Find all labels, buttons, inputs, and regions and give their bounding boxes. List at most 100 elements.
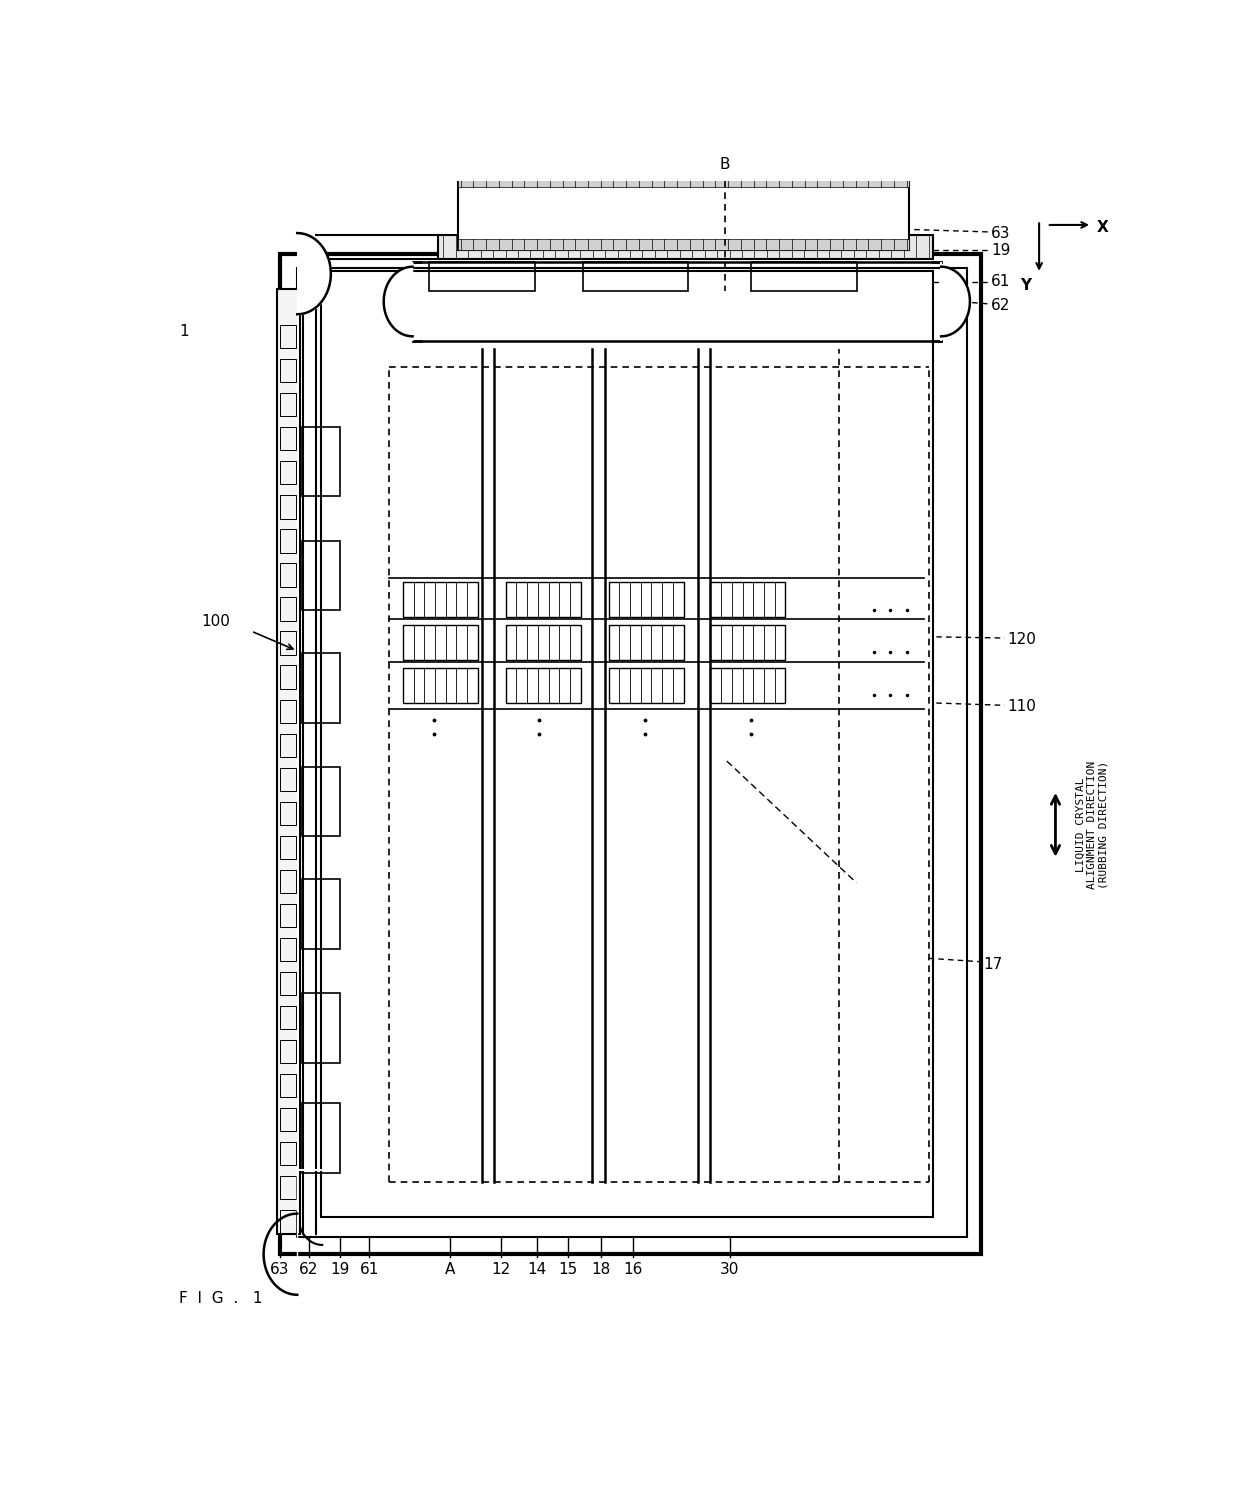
Bar	[280, 1175, 296, 1200]
Polygon shape	[753, 668, 764, 702]
Polygon shape	[570, 668, 580, 702]
Text: LIQUID CRYSTAL
ALIGNMENT DIRECTION
(RUBBING DIRECTION): LIQUID CRYSTAL ALIGNMENT DIRECTION (RUBB…	[1075, 761, 1109, 889]
Bar	[280, 666, 296, 689]
Polygon shape	[445, 582, 456, 618]
Polygon shape	[711, 625, 722, 660]
Polygon shape	[775, 668, 785, 702]
Text: B: B	[719, 157, 730, 172]
Bar	[280, 767, 296, 791]
Bar	[280, 1040, 296, 1062]
Bar	[280, 631, 296, 654]
Polygon shape	[445, 668, 456, 702]
Polygon shape	[651, 582, 662, 618]
Polygon shape	[424, 582, 435, 618]
Bar	[711, 668, 785, 702]
Polygon shape	[753, 625, 764, 660]
Polygon shape	[424, 668, 435, 702]
Bar	[303, 653, 341, 723]
Polygon shape	[467, 668, 477, 702]
Polygon shape	[445, 625, 456, 660]
Bar	[280, 1210, 296, 1233]
Polygon shape	[548, 625, 559, 660]
Bar	[280, 904, 296, 927]
Text: 17: 17	[983, 957, 1003, 972]
Polygon shape	[673, 668, 683, 702]
Polygon shape	[711, 668, 722, 702]
Bar	[506, 582, 580, 618]
Polygon shape	[403, 582, 414, 618]
Bar	[280, 564, 296, 586]
Bar	[711, 582, 785, 618]
Text: A: A	[445, 1261, 455, 1276]
Bar	[609, 582, 683, 618]
Bar	[298, 268, 967, 1237]
Polygon shape	[527, 625, 538, 660]
Bar	[280, 1074, 296, 1097]
Bar	[280, 836, 296, 859]
Text: 18: 18	[591, 1261, 610, 1276]
Text: 61: 61	[360, 1261, 379, 1276]
Polygon shape	[630, 625, 641, 660]
Bar	[321, 271, 934, 1218]
Bar	[280, 255, 982, 1254]
Polygon shape	[753, 582, 764, 618]
Polygon shape	[673, 582, 683, 618]
Bar	[277, 289, 300, 1234]
Bar	[280, 529, 296, 553]
Bar	[609, 625, 683, 660]
Polygon shape	[609, 668, 619, 702]
Polygon shape	[609, 582, 619, 618]
Bar	[403, 668, 477, 702]
Bar	[458, 175, 909, 187]
Bar	[403, 625, 477, 660]
Polygon shape	[467, 582, 477, 618]
Bar	[280, 802, 296, 824]
Bar	[506, 668, 580, 702]
Bar	[711, 625, 785, 660]
Bar	[303, 880, 341, 949]
Polygon shape	[673, 625, 683, 660]
Polygon shape	[941, 262, 970, 341]
Text: 30: 30	[720, 1261, 739, 1276]
Text: 19: 19	[331, 1261, 350, 1276]
Bar	[609, 668, 683, 702]
Text: 110: 110	[1007, 699, 1037, 714]
Polygon shape	[651, 668, 662, 702]
Polygon shape	[732, 668, 743, 702]
Polygon shape	[467, 625, 477, 660]
Polygon shape	[651, 625, 662, 660]
Bar	[506, 625, 580, 660]
Bar	[751, 262, 857, 291]
Bar	[403, 582, 477, 618]
Bar	[280, 496, 296, 518]
Bar	[280, 1108, 296, 1132]
Bar	[280, 461, 296, 484]
Bar	[280, 972, 296, 995]
Bar	[303, 767, 341, 836]
Polygon shape	[775, 625, 785, 660]
Text: 12: 12	[491, 1261, 511, 1276]
Text: 120: 120	[1007, 631, 1037, 647]
Bar	[280, 870, 296, 894]
Text: 1: 1	[179, 324, 188, 339]
Text: 14: 14	[527, 1261, 546, 1276]
Polygon shape	[527, 582, 538, 618]
Polygon shape	[630, 668, 641, 702]
Bar	[303, 541, 341, 610]
Bar	[303, 1103, 341, 1172]
Polygon shape	[506, 668, 517, 702]
Text: 61: 61	[991, 274, 1011, 289]
Text: 15: 15	[558, 1261, 578, 1276]
Bar	[280, 359, 296, 383]
Text: 16: 16	[622, 1261, 642, 1276]
Text: 63: 63	[270, 1261, 290, 1276]
Polygon shape	[570, 582, 580, 618]
Bar	[458, 238, 909, 250]
Bar	[303, 993, 341, 1062]
Polygon shape	[548, 582, 559, 618]
Bar	[303, 426, 341, 496]
Polygon shape	[527, 668, 538, 702]
Bar	[280, 1005, 296, 1029]
Text: 62: 62	[991, 297, 1011, 312]
Polygon shape	[711, 582, 722, 618]
